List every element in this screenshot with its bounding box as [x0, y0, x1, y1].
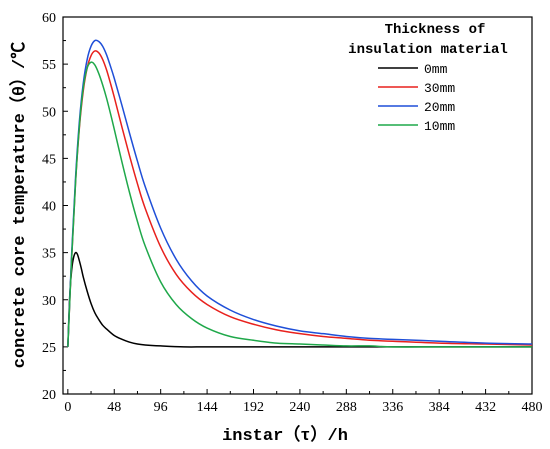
y-axis-label: concrete core temperature（θ）/℃: [8, 42, 30, 368]
legend-title-line2: insulation material: [348, 42, 508, 58]
x-tick-label: 336: [382, 400, 403, 415]
legend-label: 0mm: [424, 62, 448, 77]
series-line-10mm: [67, 61, 532, 348]
x-tick-label: 96: [154, 400, 168, 415]
series-layer: [67, 39, 533, 348]
legend-items: 0mm 30mm 20mm 10mm: [378, 62, 455, 134]
x-tick-label: 432: [475, 400, 496, 415]
legend: Thickness of insulation material 0mm 30mm…: [348, 22, 508, 134]
y-tick-label: 30: [42, 294, 56, 309]
y-tick-label: 35: [42, 247, 56, 262]
y-tick-label: 45: [42, 152, 56, 167]
x-tick-label: 144: [197, 400, 218, 415]
y-tick-label: 55: [42, 58, 56, 73]
y-tick-label: 25: [42, 341, 56, 356]
x-axis-label: instar（τ）/h: [222, 424, 348, 446]
legend-title-line1: Thickness of: [385, 22, 486, 38]
y-tick-label: 40: [42, 200, 56, 215]
x-tick-label: 288: [336, 400, 357, 415]
y-tick-label: 50: [42, 105, 56, 120]
x-tick-label: 48: [107, 400, 121, 415]
x-tick-label: 480: [522, 400, 543, 415]
y-tick-label: 60: [42, 11, 56, 26]
y-tick-label: 20: [42, 388, 56, 403]
x-tick-label: 192: [243, 400, 264, 415]
x-tick-label: 0: [64, 400, 71, 415]
y-axis: 20 25 30 35 40 45 50 55 60: [42, 11, 68, 403]
x-tick-label: 240: [289, 400, 310, 415]
legend-label: 30mm: [424, 81, 455, 96]
legend-label: 10mm: [424, 119, 455, 134]
series-line-20mm: [67, 39, 533, 347]
legend-label: 20mm: [424, 100, 455, 115]
x-axis: 0 48 96 144 192 240 288 336 384 432 480: [64, 389, 543, 415]
x-tick-label: 384: [429, 400, 450, 415]
series-line-0mm: [67, 251, 532, 348]
